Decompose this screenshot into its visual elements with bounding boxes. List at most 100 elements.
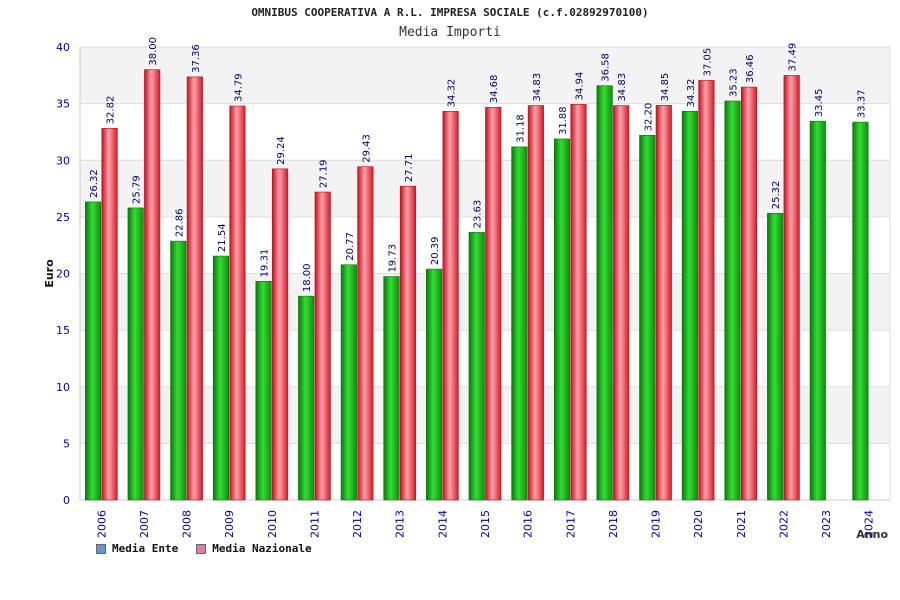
data-label: 33.45 [814,89,825,118]
x-tick-label: 2023 [820,510,833,538]
data-label: 31.88 [558,106,569,135]
x-tick-label: 2008 [181,510,194,538]
x-tick-label: 2018 [607,510,620,538]
y-tick-label: 40 [56,41,70,54]
legend-swatch-ente [96,543,106,554]
bar-nazionale-2022 [783,75,800,501]
chart-title: OMNIBUS COOPERATIVA A R.L. IMPRESA SOCIA… [251,6,649,19]
data-label: 23.63 [473,200,484,229]
bar-ente-2011 [298,295,315,501]
data-label: 36.58 [601,53,612,82]
bar-nazionale-2012 [357,166,374,501]
bar-nazionale-2006 [101,128,118,501]
data-label: 19.31 [260,249,271,278]
data-label: 25.79 [132,175,143,204]
legend: Media Ente Media Nazionale [96,542,312,555]
bar-nazionale-2019 [655,105,672,501]
bar-ente-2008 [170,240,187,501]
bar-nazionale-2014 [442,111,459,501]
legend-label-nazionale: Media Nazionale [212,542,312,555]
data-label: 34.85 [660,73,671,102]
data-label: 29.43 [361,134,372,163]
x-tick-label: 2022 [777,510,790,538]
data-label: 33.37 [856,89,867,118]
data-label: 21.54 [217,223,228,252]
x-tick-label: 2009 [223,510,236,538]
data-label: 22.86 [174,208,185,237]
y-tick-label: 30 [56,154,70,167]
x-tick-label: 2020 [692,510,705,538]
data-label: 34.79 [233,73,244,102]
bar-nazionale-2008 [186,76,203,501]
bar-ente-2018 [596,85,613,501]
bar-ente-2015 [468,232,485,501]
bar-ente-2022 [767,212,784,501]
legend-swatch-nazionale [196,543,207,554]
data-label: 34.68 [489,75,500,104]
bar-nazionale-2011 [314,191,331,501]
bar-ente-2023 [809,120,826,501]
x-tick-label: 2012 [351,510,364,538]
y-tick-label: 5 [63,437,70,450]
bar-nazionale-2009 [229,105,246,501]
bar-ente-2014 [426,268,443,501]
y-tick-label: 25 [56,211,70,224]
data-label: 38.00 [148,37,159,66]
bar-nazionale-2013 [399,185,417,501]
data-label: 32.82 [106,96,117,125]
bar-nazionale-2007 [144,69,161,501]
y-tick-label: 35 [56,98,70,111]
data-label: 34.83 [532,73,543,102]
data-label: 18.00 [302,264,313,293]
data-label: 19.73 [387,244,398,273]
data-label: 27.19 [319,159,330,188]
x-tick-label: 2007 [138,510,151,538]
bar-nazionale-2015 [485,106,502,501]
x-tick-label: 2016 [522,510,535,538]
x-tick-label: 2021 [735,510,748,538]
bar-ente-2019 [639,135,656,501]
data-label: 37.36 [191,44,202,73]
data-label: 20.77 [345,232,356,261]
x-axis-label: Anno [856,528,888,541]
legend-item-nazionale: Media Nazionale [196,542,312,555]
data-label: 26.32 [89,169,100,198]
legend-item-ente: Media Ente [96,542,178,555]
bar-ente-2009 [212,255,230,501]
data-label: 37.05 [702,48,713,77]
data-label: 29.24 [276,136,287,165]
bar-ente-2012 [340,264,357,501]
data-label: 34.32 [686,79,697,108]
bar-ente-2016 [511,146,528,501]
data-label: 34.83 [617,73,628,102]
x-tick-label: 2015 [479,510,492,538]
bar-ente-2020 [681,111,698,501]
chart-subtitle: Media Importi [399,25,501,40]
y-tick-label: 20 [56,268,70,281]
y-tick-label: 15 [56,324,70,337]
legend-label-ente: Media Ente [112,542,179,555]
data-label: 20.39 [430,236,441,265]
x-tick-label: 2019 [650,510,663,538]
y-tick-label: 10 [56,381,70,394]
bar-nazionale-2020 [698,80,715,501]
data-label: 31.18 [515,114,526,143]
bar-ente-2006 [85,201,102,501]
bar-ente-2021 [724,100,741,501]
bar-ente-2017 [553,138,571,501]
bar-ente-2010 [255,281,272,501]
bar-nazionale-2021 [740,86,758,501]
x-tick-label: 2011 [308,510,321,538]
data-label: 34.94 [575,72,586,101]
bar-ente-2013 [383,276,400,501]
bar-nazionale-2017 [570,104,587,501]
data-label: 36.46 [745,54,756,83]
x-tick-label: 2013 [394,510,407,538]
data-label: 35.23 [729,68,740,97]
bar-nazionale-2018 [613,105,630,501]
bar-nazionale-2010 [272,168,289,501]
y-axis-label: Euro [43,259,56,288]
x-tick-label: 2024 [863,510,876,538]
